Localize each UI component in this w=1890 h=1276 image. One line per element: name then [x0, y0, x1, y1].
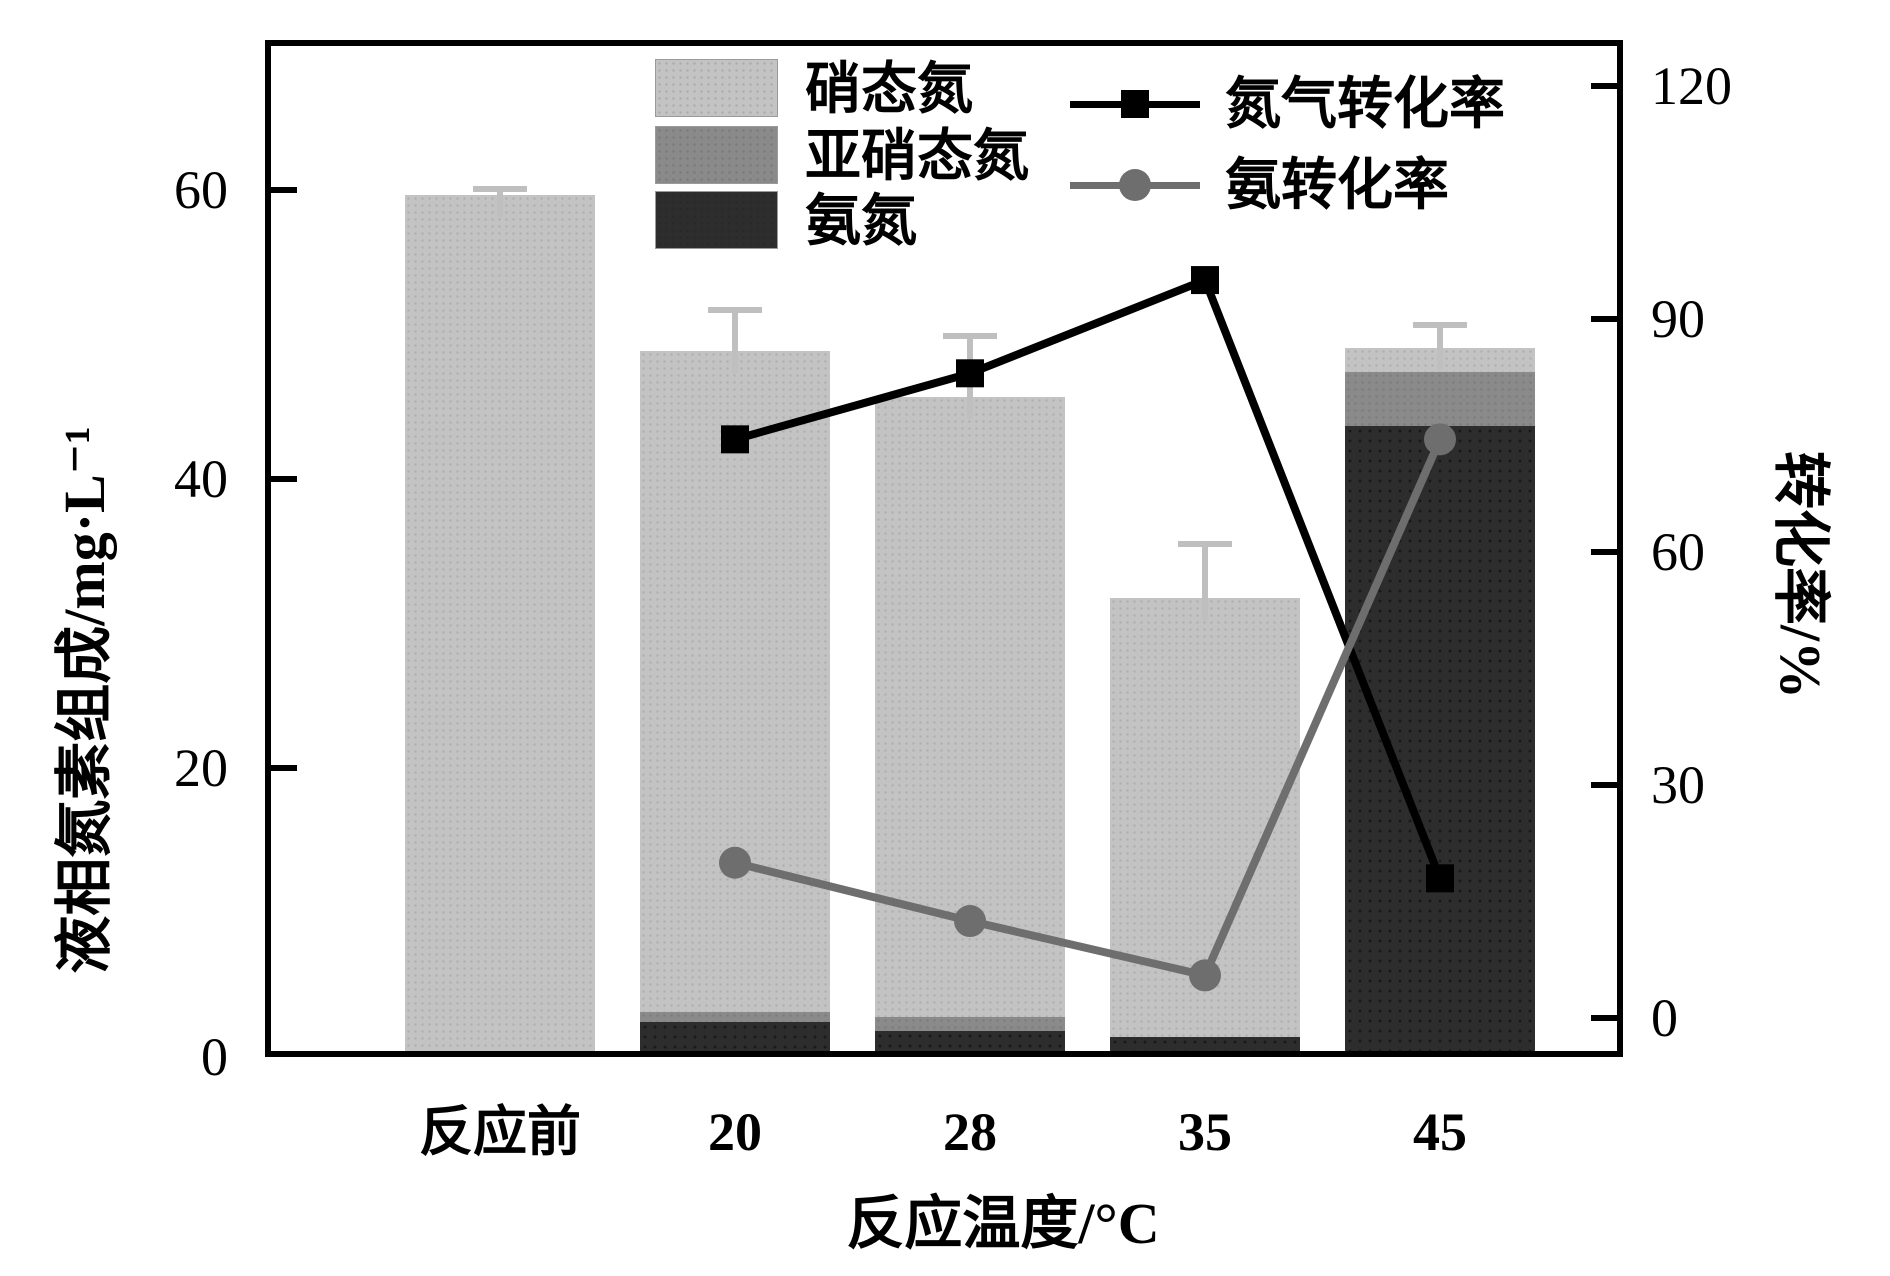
- bar-segment-硝态氮-反应前: [405, 194, 595, 1057]
- legend-swatch-nitrite: [655, 126, 778, 184]
- square-marker-氮气转化率: [956, 359, 984, 388]
- left-axis-tick-label-20: 20: [174, 738, 228, 799]
- legend-label-nitrate: 硝态氮: [805, 59, 973, 121]
- right-axis-tick-30: [1591, 782, 1623, 789]
- error-bar-cap-28: [943, 333, 997, 340]
- right-axis-tick-label-0: 0: [1651, 988, 1678, 1049]
- right-axis-title: 转化率/%: [1768, 450, 1833, 700]
- left-axis-tick-60: [265, 187, 297, 194]
- legend-label-ammonia-conversion: 氨转化率: [1225, 155, 1449, 217]
- error-bar-cap-20: [708, 307, 762, 314]
- right-axis-tick-label-30: 30: [1651, 755, 1705, 816]
- right-axis-tick-label-90: 90: [1651, 288, 1705, 349]
- left-axis-tick-20: [265, 765, 297, 772]
- circle-marker-氨转化率: [719, 846, 751, 879]
- left-axis-title: 液相氮素组成/mg·L⁻¹: [52, 426, 117, 974]
- x-axis-category-label-45: 45: [1413, 1102, 1467, 1162]
- x-axis-title: 反应温度/°C: [846, 1191, 1160, 1256]
- bar-segment-氨氮-45: [1345, 425, 1535, 1057]
- error-bar-stem-45: [1437, 324, 1443, 370]
- legend-label-n2-conversion: 氮气转化率: [1225, 74, 1505, 136]
- legend-circle-marker-icon: [1119, 169, 1151, 201]
- left-axis-tick-label-60: 60: [174, 160, 228, 221]
- legend-label-ammonia: 氨氮: [805, 191, 917, 253]
- line-氮气转化率: [733, 274, 1444, 880]
- plot-area: 硝态氮 亚硝态氮 氨氮 氮气转化率 氨转化率: [265, 40, 1623, 1057]
- right-axis-tick-60: [1591, 548, 1623, 555]
- error-bar-cap-35: [1178, 541, 1232, 548]
- left-axis-tick-label-0: 0: [201, 1027, 228, 1087]
- square-marker-氮气转化率: [1191, 266, 1219, 295]
- error-bar-cap-反应前: [473, 185, 527, 192]
- right-axis-tick-0: [1591, 1015, 1623, 1022]
- x-axis-category-label-反应前: 反应前: [419, 1102, 581, 1162]
- line-series-layer: [719, 266, 1456, 992]
- circle-marker-氨转化率: [1189, 959, 1221, 992]
- x-axis-category-label-28: 28: [943, 1102, 997, 1162]
- x-axis-category-label-20: 20: [708, 1102, 762, 1162]
- bar-segment-亚硝态氮-28: [875, 1016, 1065, 1031]
- error-bar-stem-反应前: [497, 188, 503, 217]
- left-axis-tick-40: [265, 476, 297, 483]
- left-axis-tick-label-40: 40: [174, 449, 228, 510]
- error-bar-stem-35: [1202, 544, 1208, 620]
- bar-segment-硝态氮-20: [640, 350, 830, 1013]
- square-marker-氮气转化率: [1426, 864, 1454, 893]
- bar-segment-亚硝态氮-45: [1345, 372, 1535, 426]
- circle-marker-氨转化率: [954, 905, 986, 938]
- right-axis-tick-90: [1591, 315, 1623, 322]
- square-marker-氮气转化率: [721, 425, 749, 454]
- right-axis-tick-label-120: 120: [1651, 55, 1732, 116]
- bar-segment-亚硝态氮-20: [640, 1012, 830, 1023]
- right-axis-tick-120: [1591, 82, 1623, 89]
- legend-swatch-ammonia: [655, 191, 778, 249]
- line-氨转化率: [734, 437, 1444, 981]
- x-axis-category-label-35: 35: [1178, 1102, 1232, 1162]
- error-bar-cap-45: [1413, 321, 1467, 328]
- legend-square-marker-icon: [1121, 90, 1149, 118]
- legend-swatch-nitrate: [655, 59, 778, 117]
- error-bar-stem-20: [732, 310, 738, 373]
- legend-label-nitrite: 亚硝态氮: [805, 126, 1029, 188]
- right-axis-tick-label-60: 60: [1651, 521, 1705, 582]
- circle-marker-氨转化率: [1424, 423, 1456, 456]
